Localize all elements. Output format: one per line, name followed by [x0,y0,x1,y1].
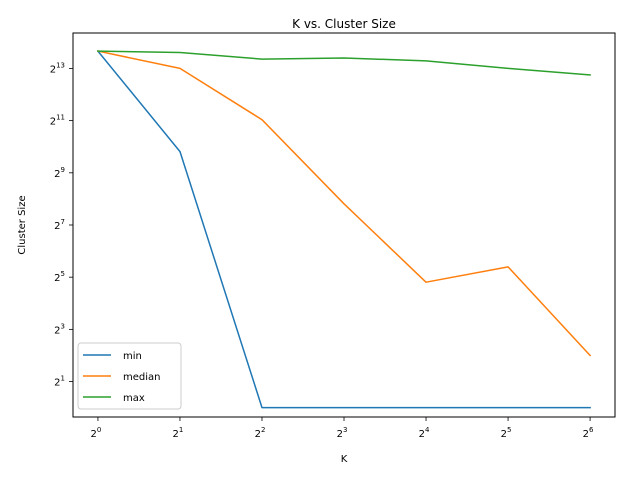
series-line-max [97,50,591,76]
x-tick-label-base: 2 [91,429,97,440]
x-tick-label-base: 2 [173,429,179,440]
legend-label-median: median [123,372,161,383]
x-tick-label: 24 [419,426,430,440]
x-tick-label-exponent: 2 [261,426,265,434]
y-tick-label-exponent: 13 [56,61,65,69]
y-tick-label-base: 2 [54,221,60,232]
chart-title: K vs. Cluster Size [292,17,396,31]
x-tick-label-base: 2 [419,429,425,440]
x-tick-label: 21 [173,426,184,440]
x-axis-title: K [341,454,348,465]
y-tick-label: 211 [50,114,65,128]
x-tick-label-exponent: 5 [507,426,511,434]
x-tick-label-base: 2 [337,429,343,440]
y-tick-label-base: 2 [54,325,60,336]
y-tick-label-base: 2 [50,117,56,128]
y-axis-title: Cluster Size [17,195,28,254]
y-tick-label: 25 [54,270,65,284]
x-tick-label-exponent: 6 [589,426,594,434]
y-tick-label-base: 2 [54,169,60,180]
y-tick-label-exponent: 7 [61,218,65,226]
x-axis: 20 21 22 23 24 25 26 [91,417,594,440]
legend: min median max [77,342,182,410]
y-tick-label-exponent: 3 [61,322,65,330]
x-tick-label: 20 [91,426,102,440]
series-line-median [97,50,592,357]
y-tick-label: 213 [50,61,65,75]
x-tick-label-base: 2 [501,429,507,440]
x-tick-label: 26 [583,426,594,440]
x-tick-label: 22 [255,426,266,440]
legend-label-max: max [123,393,145,404]
x-tick-label-exponent: 4 [425,426,430,434]
y-tick-label: 23 [54,322,65,336]
y-tick-label-exponent: 1 [61,375,65,383]
y-tick-label-exponent: 11 [56,114,65,122]
x-tick-label: 23 [337,426,348,440]
y-tick-label: 21 [54,375,65,389]
x-tick-label-base: 2 [583,429,589,440]
y-tick-label-base: 2 [50,64,56,75]
x-tick-label-base: 2 [255,429,261,440]
x-tick-label-exponent: 3 [343,426,347,434]
y-tick-label: 27 [54,218,65,232]
y-tick-label-base: 2 [54,273,60,284]
series-layer [96,50,592,409]
x-tick-label-exponent: 1 [179,426,183,434]
series-line-min [96,50,591,409]
legend-box [77,342,182,410]
x-tick-label-exponent: 0 [97,426,101,434]
y-tick-label-exponent: 9 [61,166,65,174]
y-tick-label-exponent: 5 [61,270,65,278]
y-tick-label: 29 [54,166,65,180]
y-tick-label-base: 2 [54,378,60,389]
legend-label-min: min [123,351,142,362]
x-tick-label: 25 [501,426,512,440]
